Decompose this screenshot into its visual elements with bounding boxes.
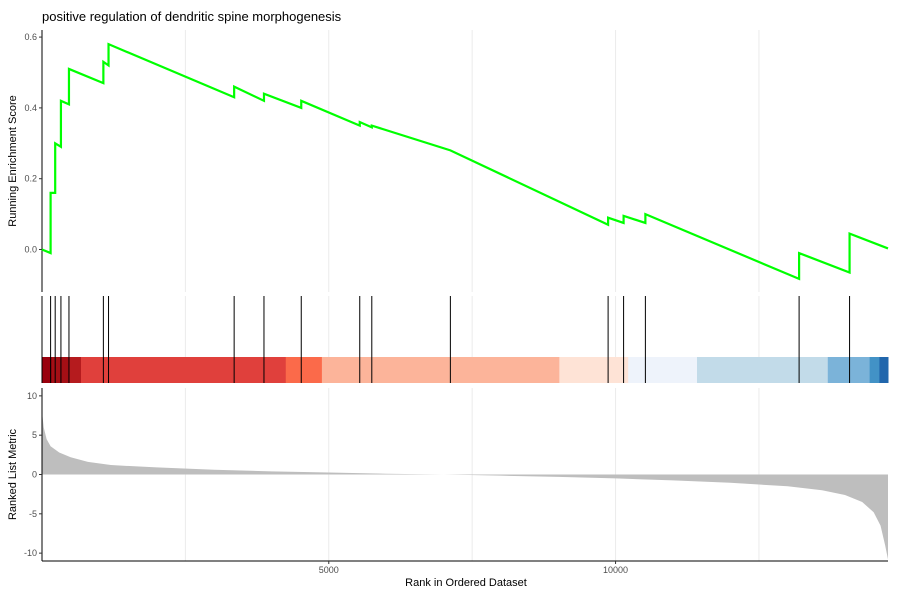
x-axis-label: Rank in Ordered Dataset: [405, 577, 527, 589]
heat-segment: [879, 357, 889, 383]
heat-segment: [42, 357, 53, 383]
heat-segment: [559, 357, 629, 383]
heat-segment: [869, 357, 880, 383]
x-axis-ticks: 5000 10000: [319, 561, 628, 575]
heat-segment: [285, 357, 323, 383]
heat-segment: [81, 357, 287, 383]
heat-segment: [827, 357, 871, 383]
rank-heat-bar: [42, 357, 889, 383]
es-y-tick-label: 0.2: [24, 174, 37, 184]
rank-y-tick-label: 10: [27, 391, 37, 401]
es-panel-y-ticks: 0.0 0.2 0.4 0.6: [24, 32, 42, 255]
es-y-tick-label: 0.4: [24, 103, 37, 113]
heat-segment: [69, 357, 82, 383]
heat-segment: [628, 357, 698, 383]
rank-y-tick-label: 0: [32, 470, 37, 480]
heat-segment: [697, 357, 829, 383]
rank-y-axis-label: Ranked List Metric: [7, 428, 19, 520]
x-tick-label: 10000: [603, 565, 628, 575]
x-tick-label: 5000: [319, 565, 339, 575]
gene-hit-lines: [50, 296, 851, 383]
rank-y-tick-label: 5: [32, 430, 37, 440]
es-y-tick-label: 0.6: [24, 32, 37, 42]
es-y-axis-label: Running Enrichment Score: [7, 95, 19, 226]
es-y-tick-label: 0.0: [24, 245, 37, 255]
rank-y-tick-label: -5: [29, 509, 37, 519]
chart-title: positive regulation of dendritic spine m…: [42, 9, 342, 24]
rank-panel-y-ticks: 10 5 0 -5 -10: [24, 391, 42, 558]
heat-segment: [321, 357, 560, 383]
ranked-metric-area: [42, 411, 888, 560]
enrichment-score-line: [41, 42, 889, 281]
rank-y-tick-label: -10: [24, 548, 37, 558]
